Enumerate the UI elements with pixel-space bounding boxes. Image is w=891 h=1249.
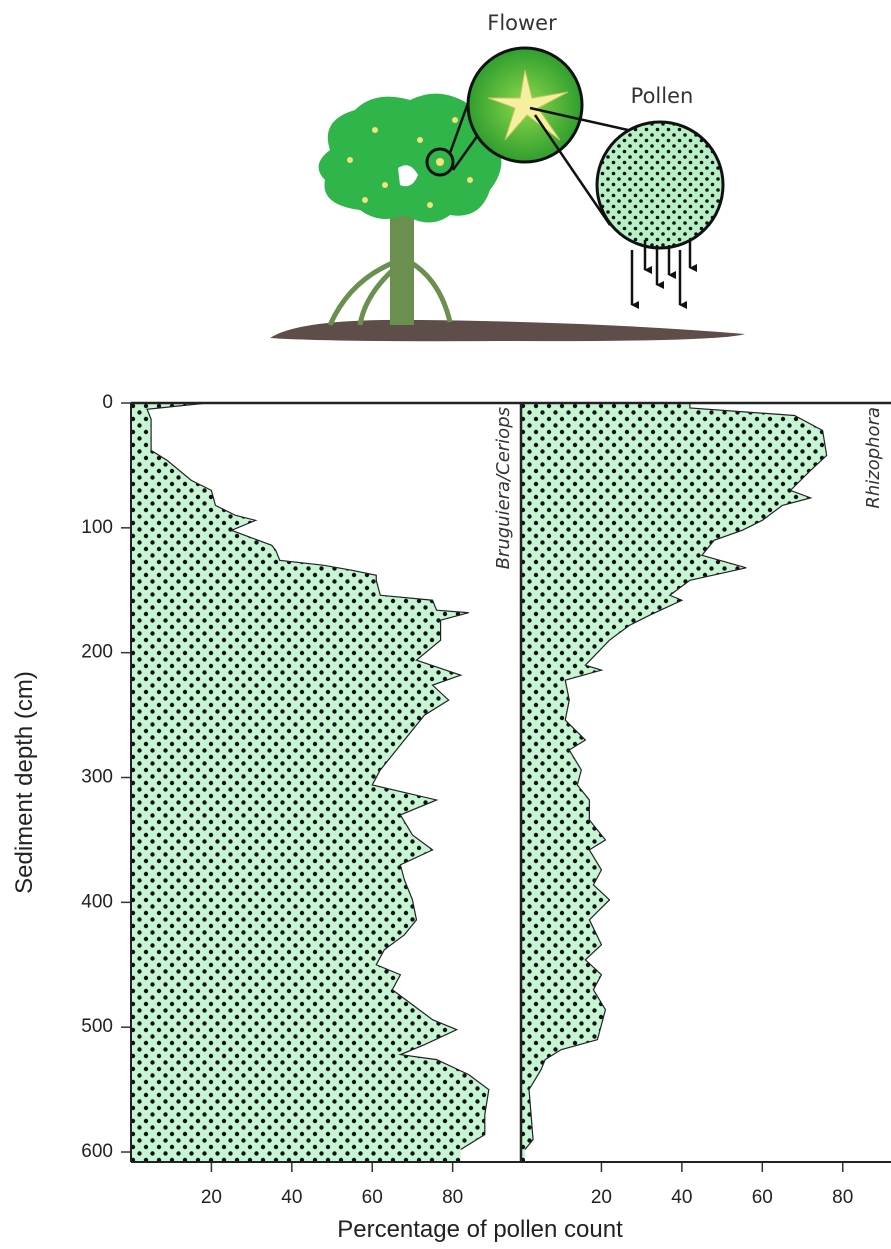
panel-title: Bruguiera/Ceriops xyxy=(493,407,514,569)
x-tick-label: 40 xyxy=(281,1187,302,1208)
x-tick-label: 60 xyxy=(362,1187,383,1208)
y-tick-label: 600 xyxy=(81,1141,113,1162)
area-fill xyxy=(131,403,489,1162)
y-tick-label: 300 xyxy=(81,767,113,788)
y-tick-label: 0 xyxy=(102,392,113,413)
chart: 20 40 60 80 0 100 200 300 400 500 600 Bruguiera/Cer… xyxy=(11,392,891,1243)
flower-label: Flower xyxy=(487,11,557,35)
x-axis-label: Percentage of pollen count xyxy=(337,1216,623,1243)
panel-title: Rhizophora xyxy=(863,407,884,509)
x-tick-label: 20 xyxy=(591,1187,612,1208)
x-tick-label: 40 xyxy=(671,1187,692,1208)
x-tick-label: 20 xyxy=(201,1187,222,1208)
y-tick-label: 400 xyxy=(81,891,113,912)
y-tick-label: 100 xyxy=(81,517,113,538)
y-tick-label: 500 xyxy=(81,1016,113,1037)
x-tick-label: 80 xyxy=(442,1187,463,1208)
page: Flower Pollen 20 40 60 80 0 100 200 300 400 500 60… xyxy=(0,0,891,1249)
pollen-circle xyxy=(597,122,723,248)
pollen-arrows xyxy=(632,240,690,305)
x-tick-label: 60 xyxy=(752,1187,773,1208)
pollen-label: Pollen xyxy=(631,84,694,108)
ground xyxy=(270,320,745,341)
y-tick-label: 200 xyxy=(81,642,113,663)
illustration: Flower Pollen xyxy=(270,11,745,341)
x-tick-label: 80 xyxy=(832,1187,853,1208)
y-axis-label: Sediment depth (cm) xyxy=(11,671,38,894)
